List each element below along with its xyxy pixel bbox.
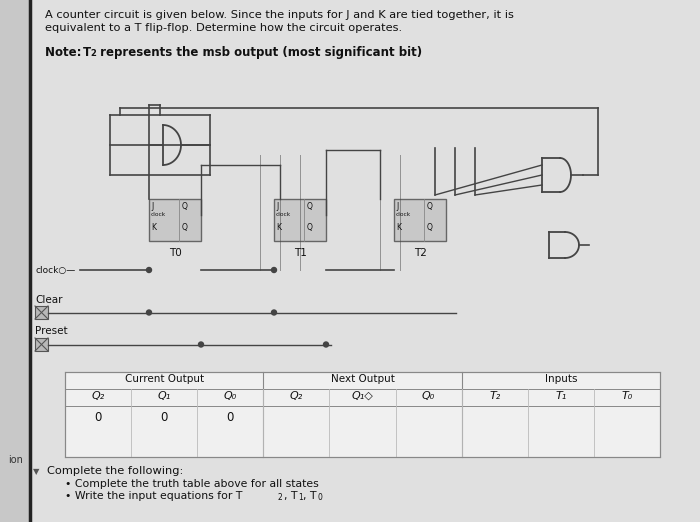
Circle shape [146, 267, 151, 272]
Circle shape [323, 342, 328, 347]
Text: 0: 0 [160, 411, 168, 424]
Text: Q₂: Q₂ [290, 391, 303, 401]
Text: Q̄: Q̄ [307, 223, 313, 232]
Circle shape [272, 267, 276, 272]
Text: J: J [396, 202, 398, 211]
Text: represents the msb output (most significant bit): represents the msb output (most signific… [96, 46, 422, 59]
Circle shape [199, 342, 204, 347]
Text: Q₀: Q₀ [422, 391, 435, 401]
Text: J: J [151, 202, 153, 211]
Text: A counter circuit is given below. Since the inputs for J and K are tied together: A counter circuit is given below. Since … [45, 10, 514, 20]
Text: 0: 0 [227, 411, 234, 424]
Text: equivalent to a T flip-flop. Determine how the circuit operates.: equivalent to a T flip-flop. Determine h… [45, 23, 402, 33]
Text: Q̄: Q̄ [182, 223, 188, 232]
Text: Clear: Clear [35, 295, 62, 305]
Text: ▼: ▼ [33, 467, 39, 476]
Text: Q₁: Q₁ [158, 391, 171, 401]
Text: K: K [396, 223, 401, 232]
Text: K: K [276, 223, 281, 232]
Text: T: T [83, 46, 91, 59]
Text: 2: 2 [278, 493, 283, 502]
Text: Note:: Note: [45, 46, 85, 59]
Bar [35, 338, 48, 351]
Text: clock○—: clock○— [35, 266, 76, 275]
Text: 1: 1 [298, 493, 302, 502]
Text: Q₀: Q₀ [224, 391, 237, 401]
Text: T2: T2 [414, 248, 426, 258]
Text: , T: , T [303, 491, 316, 501]
Text: T1: T1 [293, 248, 307, 258]
Text: clock: clock [396, 212, 411, 217]
Text: T₀: T₀ [622, 391, 633, 401]
Bar [394, 199, 446, 241]
Text: Next Output: Next Output [330, 374, 394, 384]
Text: T0: T0 [169, 248, 181, 258]
Text: Q₁◇: Q₁◇ [351, 391, 373, 401]
FancyBboxPatch shape [30, 0, 700, 522]
Text: Q: Q [307, 202, 313, 211]
Text: clock: clock [276, 212, 291, 217]
Text: Preset: Preset [35, 326, 68, 336]
Text: T₂: T₂ [489, 391, 500, 401]
Bar [35, 306, 48, 319]
Text: Q: Q [182, 202, 188, 211]
Text: 2: 2 [90, 49, 96, 58]
Text: Q₂: Q₂ [92, 391, 105, 401]
Text: 0: 0 [317, 493, 322, 502]
Text: Q: Q [427, 202, 433, 211]
Text: Current Output: Current Output [125, 374, 204, 384]
Text: Q̄: Q̄ [427, 223, 433, 232]
Bar [65, 372, 660, 457]
Text: 0: 0 [94, 411, 101, 424]
Circle shape [146, 310, 151, 315]
Text: K: K [151, 223, 156, 232]
Text: , T: , T [284, 491, 298, 501]
Bar [274, 199, 326, 241]
Text: • Complete the truth table above for all states: • Complete the truth table above for all… [65, 479, 318, 489]
Text: T₁: T₁ [555, 391, 566, 401]
Bar [149, 199, 201, 241]
Text: J: J [276, 202, 279, 211]
Text: Inputs: Inputs [545, 374, 577, 384]
Text: ion: ion [8, 455, 23, 465]
Text: • Write the input equations for T: • Write the input equations for T [65, 491, 242, 501]
Text: clock: clock [151, 212, 166, 217]
Circle shape [272, 310, 276, 315]
Text: Complete the following:: Complete the following: [47, 466, 183, 476]
